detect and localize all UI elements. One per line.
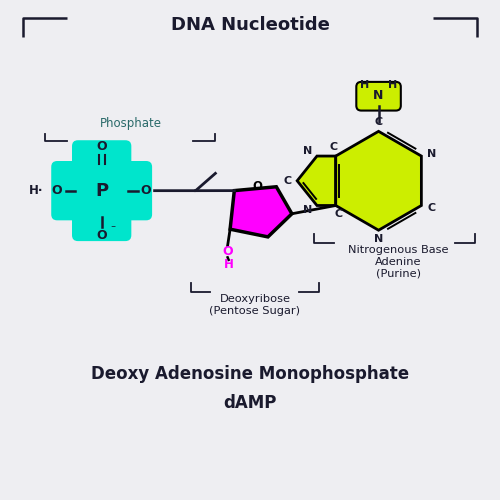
Text: C: C [334,210,342,220]
Text: Deoxy Adenosine Monophosphate: Deoxy Adenosine Monophosphate [91,364,409,382]
Text: O: O [141,184,152,197]
Text: N: N [374,234,383,244]
Text: ⁻: ⁻ [110,224,115,234]
Text: H: H [388,80,397,90]
Text: O: O [52,184,62,197]
Text: Phosphate: Phosphate [100,118,162,130]
Text: Deoxyribose
(Pentose Sugar): Deoxyribose (Pentose Sugar) [210,294,300,316]
Text: C: C [329,142,338,152]
Text: O: O [253,180,263,192]
Text: H·: H· [28,184,43,197]
Text: C: C [374,118,382,128]
Text: O: O [96,228,107,241]
Text: DNA Nucleotide: DNA Nucleotide [170,16,330,34]
Text: H: H [224,258,234,272]
Text: P: P [95,182,108,200]
Text: N: N [304,206,312,216]
Text: N: N [426,148,436,158]
Text: Nitrogenous Base
Adenine
(Purine): Nitrogenous Base Adenine (Purine) [348,245,448,278]
FancyBboxPatch shape [356,82,401,110]
Polygon shape [297,156,336,206]
Text: dAMP: dAMP [224,394,276,412]
FancyBboxPatch shape [72,140,132,241]
FancyBboxPatch shape [51,161,152,220]
Text: H: H [360,80,370,90]
Text: O: O [96,140,107,152]
Text: N: N [374,89,384,102]
Text: C: C [427,203,436,213]
Text: O: O [222,245,233,258]
Polygon shape [336,132,422,230]
Polygon shape [230,187,292,237]
Text: C: C [283,176,292,186]
Text: N: N [304,146,312,156]
